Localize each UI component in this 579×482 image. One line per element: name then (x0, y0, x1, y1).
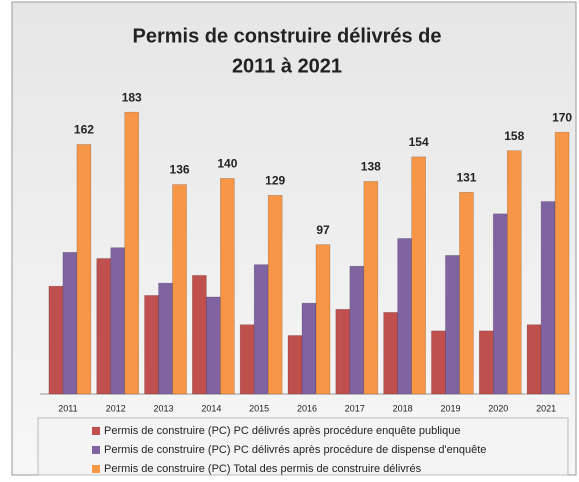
bar (315, 244, 331, 395)
legend-label: Permis de construire (PC) Total des perm… (104, 463, 422, 475)
data-label: 183 (122, 90, 142, 104)
legend-swatch (92, 427, 100, 435)
data-label: 170 (552, 110, 572, 124)
bar (144, 295, 159, 395)
legend-swatch (92, 446, 100, 454)
legend-label: Permis de construire (PC) PC délivrés ap… (104, 425, 460, 437)
bar (383, 312, 398, 395)
x-tick-label: 2013 (154, 403, 174, 413)
x-tick-label: 2018 (393, 403, 413, 413)
chart-title: Permis de construire délivrés de (132, 25, 441, 47)
x-tick-label: 2020 (488, 403, 508, 413)
bar (62, 252, 78, 395)
x-tick-label: 2021 (536, 403, 556, 413)
bar (363, 181, 379, 395)
bar (540, 201, 556, 395)
legend-label: Permis de construire (PC) PC délivrés ap… (104, 444, 486, 456)
data-label: 140 (217, 157, 237, 171)
data-label: 129 (265, 174, 285, 188)
bar (110, 247, 126, 395)
x-tick-label: 2014 (201, 403, 221, 413)
bar (459, 191, 474, 395)
x-tick-label: 2011 (58, 403, 77, 413)
bar (206, 296, 221, 395)
data-label: 97 (316, 223, 330, 237)
bar (526, 324, 542, 395)
bar (253, 264, 269, 395)
bar (431, 330, 446, 395)
x-tick-label: 2016 (297, 403, 317, 413)
x-tick-label: 2015 (249, 403, 269, 413)
bar (411, 156, 426, 395)
bar (554, 131, 570, 395)
bar (220, 178, 235, 395)
bar (76, 144, 92, 395)
bar (445, 255, 460, 395)
bar (287, 335, 303, 395)
bar (158, 282, 173, 395)
data-label: 162 (74, 123, 94, 137)
chart-frame (11, 1, 577, 476)
data-label: 138 (361, 160, 381, 174)
legend-swatch (92, 465, 100, 473)
bar (349, 265, 365, 395)
bar (48, 285, 64, 395)
x-tick-label: 2012 (106, 403, 126, 413)
x-tick-label: 2017 (345, 403, 365, 413)
bar (335, 308, 351, 395)
x-tick-label: 2019 (440, 403, 460, 413)
bar (478, 330, 494, 395)
data-label: 131 (456, 170, 476, 184)
data-label: 158 (504, 129, 524, 143)
bar (124, 111, 140, 395)
bar (506, 150, 522, 395)
data-label: 136 (170, 163, 190, 177)
chart-title: 2011 à 2021 (232, 55, 342, 77)
bar (301, 302, 317, 395)
bar (397, 238, 412, 395)
bar (267, 195, 283, 395)
legend (37, 417, 569, 476)
bar (239, 324, 255, 395)
bar (172, 184, 187, 395)
bar (96, 258, 112, 395)
bar (192, 275, 207, 395)
data-label: 154 (409, 135, 429, 149)
bar (492, 213, 508, 395)
